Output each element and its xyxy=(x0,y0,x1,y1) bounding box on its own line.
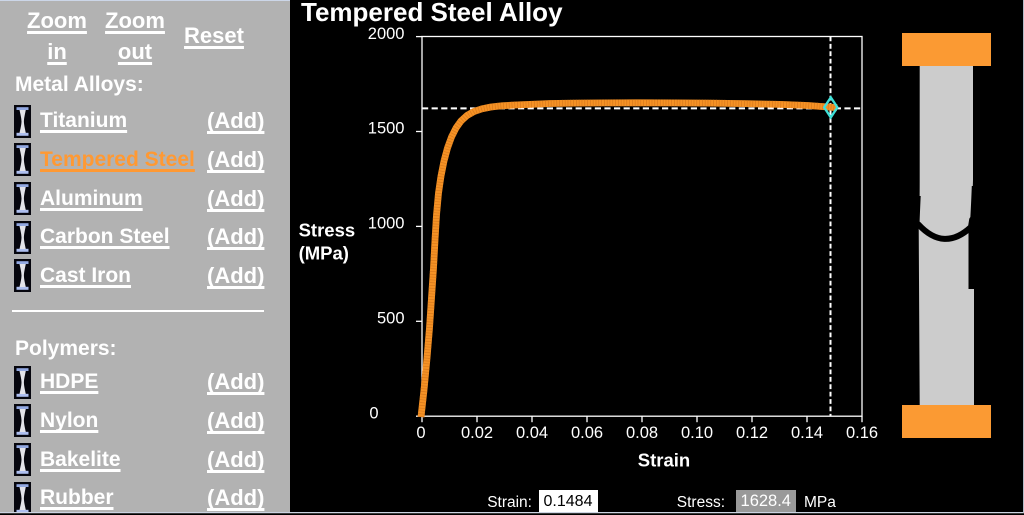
svg-text:Stress: Stress xyxy=(299,220,356,241)
svg-text:0.16: 0.16 xyxy=(846,424,878,442)
svg-text:0.08: 0.08 xyxy=(626,424,658,442)
svg-text:0.12: 0.12 xyxy=(736,424,768,442)
svg-text:0.06: 0.06 xyxy=(571,424,603,442)
svg-text:500: 500 xyxy=(377,310,405,328)
svg-text:0.04: 0.04 xyxy=(516,424,548,442)
svg-text:0.02: 0.02 xyxy=(461,424,493,442)
svg-text:0: 0 xyxy=(369,404,378,422)
svg-text:1000: 1000 xyxy=(368,215,405,233)
svg-text:(MPa): (MPa) xyxy=(299,243,349,264)
svg-text:0: 0 xyxy=(416,424,425,442)
svg-text:Strain: Strain xyxy=(638,450,690,471)
svg-text:2000: 2000 xyxy=(368,25,405,43)
svg-text:0.14: 0.14 xyxy=(791,424,823,442)
svg-text:1500: 1500 xyxy=(368,120,405,138)
svg-text:0.10: 0.10 xyxy=(681,424,713,442)
